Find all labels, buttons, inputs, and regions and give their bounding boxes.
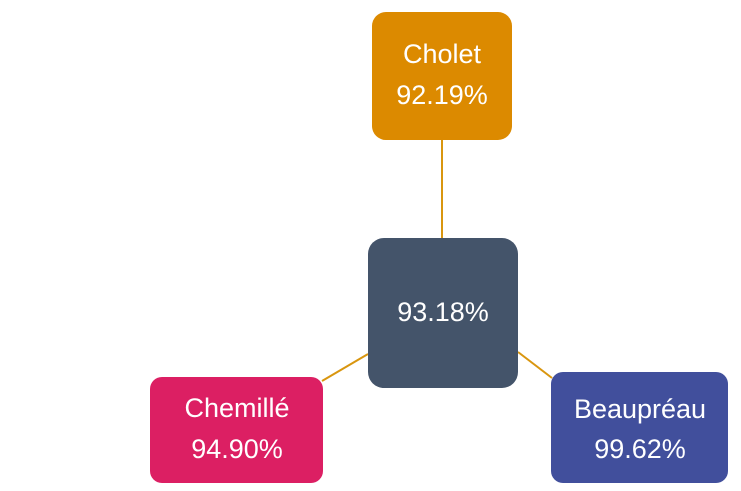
connector	[517, 351, 553, 379]
node-name: Cholet	[403, 39, 482, 69]
node-value: 99.62%	[594, 434, 686, 464]
connector	[321, 353, 369, 382]
node-box	[372, 12, 512, 140]
node-name: Chemillé	[184, 393, 289, 423]
center-node	[368, 238, 518, 388]
node-value: 92.19%	[396, 80, 488, 110]
node-box	[551, 372, 728, 483]
node-name: Beaupréau	[574, 394, 706, 424]
center-label: 93.18%	[397, 297, 489, 327]
node-value: 94.90%	[191, 434, 283, 464]
node-box	[150, 377, 323, 483]
